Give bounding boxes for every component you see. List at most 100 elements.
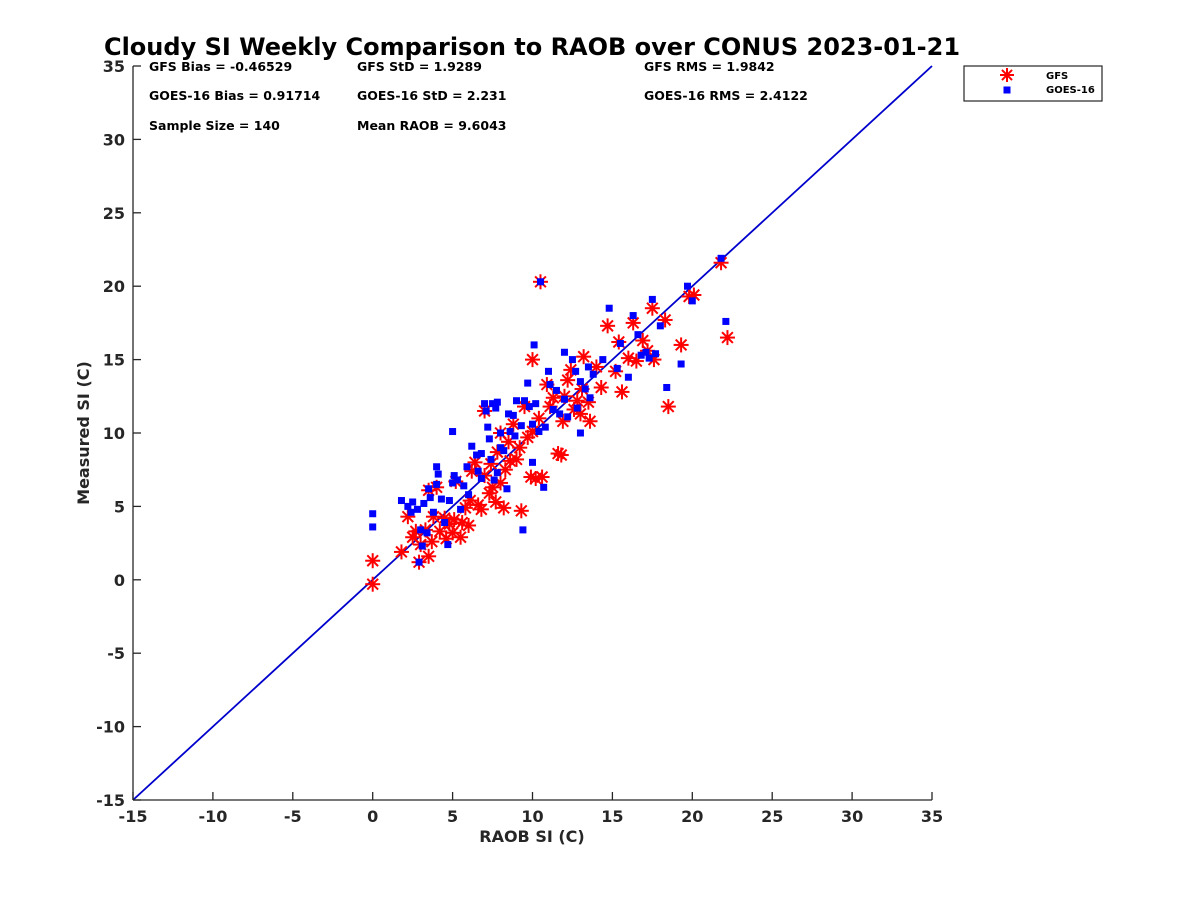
goes16-point: [584, 363, 592, 371]
goes16-point: [490, 476, 498, 484]
goes16-point: [484, 423, 492, 431]
legend-goes16-marker: [1003, 86, 1011, 94]
goes16-point: [568, 356, 576, 364]
legend-goes16-symbol: [1003, 86, 1011, 94]
goes16-point: [409, 498, 417, 506]
goes16-point: [463, 463, 471, 471]
goes16-point: [616, 339, 624, 347]
y-tick-label: -10: [96, 718, 125, 737]
goes16-point: [474, 467, 482, 475]
goes16-point: [497, 429, 505, 437]
stat-gfs-std: GFS StD = 1.9289: [357, 59, 482, 74]
gfs-point: [509, 451, 525, 467]
goes16-point: [576, 378, 584, 386]
x-tick-label: 25: [761, 807, 783, 826]
goes16-point: [519, 526, 527, 534]
goes16-point: [503, 485, 511, 493]
legend-gfs-marker: [1000, 68, 1014, 82]
goes16-point: [586, 394, 594, 402]
goes16-point: [481, 400, 489, 408]
gfs-point: [600, 318, 616, 334]
gfs-point: [393, 544, 409, 560]
gfs-point: [421, 548, 437, 564]
goes16-point: [457, 505, 465, 513]
goes16-point: [505, 410, 513, 418]
gfs-point: [496, 500, 512, 516]
goes16-point: [722, 317, 730, 325]
goes16-point: [536, 278, 544, 286]
goes16-point: [444, 541, 452, 549]
gfs-point: [512, 440, 528, 456]
x-tick-label: 5: [447, 807, 458, 826]
stat-goes-std: GOES-16 StD = 2.231: [357, 88, 506, 103]
y-tick-label: 15: [103, 351, 125, 370]
goes16-point: [541, 423, 549, 431]
gfs-point: [719, 330, 735, 346]
goes16-point: [652, 350, 660, 358]
x-tick-label: -15: [119, 807, 148, 826]
stat-gfs-bias: GFS Bias = -0.46529: [149, 59, 292, 74]
x-tick-label: 35: [921, 807, 943, 826]
stat-goes-bias: GOES-16 Bias = 0.91714: [149, 88, 320, 103]
goes16-point: [599, 356, 607, 364]
gfs-point: [582, 413, 598, 429]
goes16-point: [449, 479, 457, 487]
goes16-point: [546, 381, 554, 389]
goes16-point: [500, 447, 508, 455]
goes16-point: [521, 397, 529, 405]
goes16-point: [369, 510, 377, 518]
goes16-point: [429, 508, 437, 516]
goes16-point: [509, 411, 517, 419]
gfs-point: [553, 447, 569, 463]
goes16-point: [605, 304, 613, 312]
y-axis-label: Measured SI (C): [74, 361, 93, 505]
goes16-point: [530, 341, 538, 349]
goes16-point: [413, 505, 421, 513]
goes16-point: [397, 497, 405, 505]
x-tick-label: 10: [521, 807, 543, 826]
goes16-point: [453, 476, 461, 484]
stat-gfs-rms: GFS RMS = 1.9842: [644, 59, 775, 74]
goes16-point: [573, 404, 581, 412]
y-tick-label: 30: [103, 130, 125, 149]
goes16-point: [624, 373, 632, 381]
goes16-point: [441, 519, 449, 527]
legend-gfs-symbol: [1000, 68, 1014, 82]
gfs-point: [461, 517, 477, 533]
stats-annotations: GFS Bias = -0.46529 GFS StD = 1.9289 GFS…: [149, 59, 808, 133]
chart-title: Cloudy SI Weekly Comparison to RAOB over…: [104, 33, 960, 61]
goes16-point: [437, 495, 445, 503]
x-tick-label: 15: [601, 807, 623, 826]
goes16-point: [544, 367, 552, 375]
goes16-point: [525, 403, 533, 411]
goes16-point: [445, 497, 453, 505]
goes16-point: [465, 491, 473, 499]
goes16-point: [489, 400, 497, 408]
goes16-point: [517, 422, 525, 430]
goes16-point: [642, 348, 650, 356]
goes16-point: [532, 400, 540, 408]
gfs-point: [713, 255, 729, 271]
goes16-point: [581, 385, 589, 393]
goes16-point: [487, 455, 495, 463]
gfs-point: [365, 576, 381, 592]
y-tick-label: 5: [114, 497, 125, 516]
x-tick-label: 20: [681, 807, 703, 826]
goes16-point: [493, 398, 501, 406]
x-axis-label: RAOB SI (C): [479, 827, 584, 846]
goes16-point: [482, 407, 490, 415]
goes16-point: [637, 351, 645, 359]
goes16-point: [648, 295, 656, 303]
goes16-point: [560, 395, 568, 403]
goes16-point: [417, 526, 425, 534]
goes16-point: [540, 483, 548, 491]
y-tick-label: -5: [107, 644, 125, 663]
goes16-point: [552, 386, 560, 394]
x-tick-label: -5: [284, 807, 302, 826]
goes16-point: [524, 379, 532, 387]
gfs-point: [614, 384, 630, 400]
y-tick-label: 25: [103, 204, 125, 223]
goes16-point: [460, 482, 468, 490]
goes16-point: [433, 463, 441, 471]
